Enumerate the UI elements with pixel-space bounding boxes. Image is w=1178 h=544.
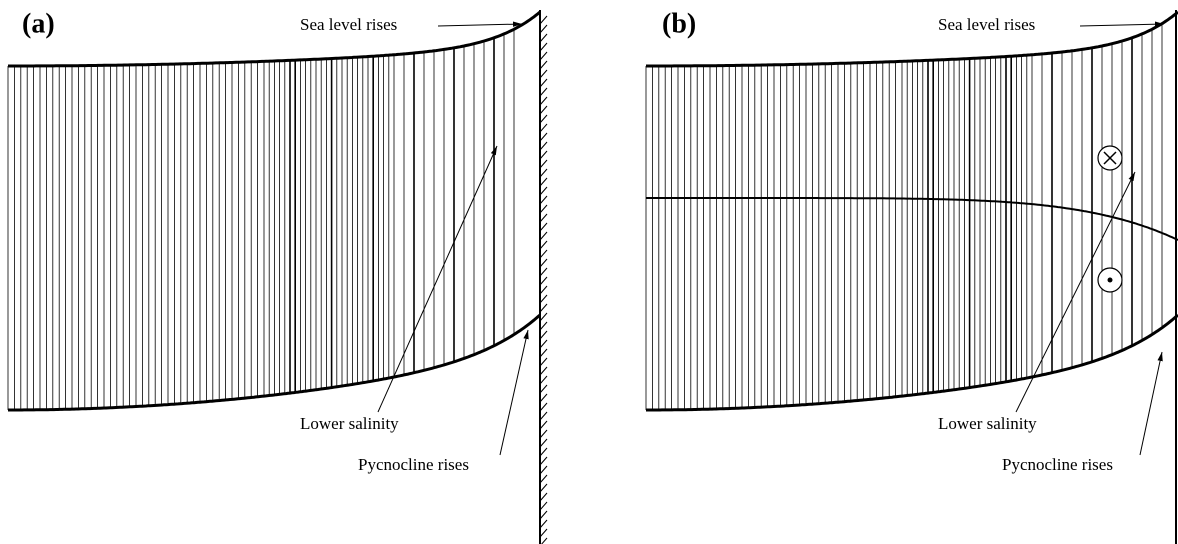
wall-hatch — [539, 132, 548, 142]
wall-hatch — [539, 51, 548, 61]
wall-hatch — [539, 60, 548, 70]
wall-hatch — [539, 204, 548, 214]
wall-hatch — [539, 420, 548, 430]
wall-hatch — [539, 321, 548, 331]
arrow — [377, 145, 498, 413]
wall-hatch — [539, 267, 548, 277]
wall-hatch — [539, 15, 548, 25]
wall-hatch — [539, 114, 548, 124]
wall-hatch — [539, 483, 548, 493]
wall-hatch — [539, 366, 548, 376]
wall-hatch — [539, 249, 548, 259]
wall-hatch — [539, 87, 548, 97]
into-page-cross — [1103, 151, 1117, 165]
wall-hatch — [539, 294, 548, 304]
wall-hatch — [539, 312, 548, 322]
wall-hatch — [539, 528, 548, 538]
wall-hatch — [539, 105, 548, 115]
drawing — [7, 10, 1178, 544]
arrow — [1139, 351, 1163, 456]
wall-hatch — [539, 357, 548, 367]
pycnocline — [646, 313, 1178, 412]
wall-hatch — [539, 222, 548, 232]
wall-hatch — [539, 69, 548, 79]
wall-hatch — [539, 33, 548, 43]
wall-hatch — [539, 159, 548, 169]
wall-hatch — [541, 537, 548, 544]
wall-hatch — [539, 330, 548, 340]
wall-hatch — [539, 123, 548, 133]
wall-hatch — [539, 168, 548, 178]
wall-hatch — [539, 141, 548, 151]
panel-label: (a) — [22, 8, 55, 39]
pycnocline — [8, 313, 541, 412]
wall-hatch — [539, 96, 548, 106]
wall-hatch — [539, 411, 548, 421]
pycnocline-label: Pycnocline rises — [1002, 455, 1113, 474]
wall-hatch — [539, 447, 548, 457]
arrow — [1079, 21, 1165, 27]
wall-hatch — [539, 303, 548, 313]
sea-level-label: Sea level rises — [300, 15, 397, 34]
arrow — [1015, 171, 1136, 413]
sea-surface — [8, 10, 541, 68]
wall-hatch — [539, 240, 548, 250]
wall-hatch — [539, 519, 548, 529]
out-page-dot — [1107, 277, 1113, 283]
wall-hatch — [539, 78, 548, 88]
wall-hatch — [539, 195, 548, 205]
arrow — [499, 329, 529, 456]
wall-hatch — [539, 231, 548, 241]
wall-hatch — [539, 501, 548, 511]
wall-hatch — [539, 456, 548, 466]
pycnocline-label: Pycnocline rises — [358, 455, 469, 474]
sea-surface — [646, 10, 1178, 68]
sea-level-label: Sea level rises — [938, 15, 1035, 34]
wall-hatch — [539, 393, 548, 403]
wall-hatch — [539, 213, 548, 223]
wall-hatch — [539, 492, 548, 502]
wall-hatch — [539, 339, 548, 349]
wall-hatch — [539, 285, 548, 295]
wall-hatch — [539, 276, 548, 286]
wall-hatch — [539, 438, 548, 448]
arrow — [437, 21, 523, 27]
wall-hatch — [539, 24, 548, 34]
wall-hatch — [539, 375, 548, 385]
wall-hatch — [539, 465, 548, 475]
wall-hatch — [539, 42, 548, 52]
panel-label: (b) — [662, 8, 696, 39]
salinity-label: Lower salinity — [300, 414, 399, 433]
wall-hatch — [539, 429, 548, 439]
wall-hatch — [539, 402, 548, 412]
wall-hatch — [539, 474, 548, 484]
wall-hatch — [539, 384, 548, 394]
salinity-label: Lower salinity — [938, 414, 1037, 433]
wall-hatch — [539, 186, 548, 196]
wall-hatch — [539, 510, 548, 520]
interface — [646, 197, 1178, 241]
wall-hatch — [539, 258, 548, 268]
wall-hatch — [539, 177, 548, 187]
wall-hatch — [539, 348, 548, 358]
wall-hatch — [539, 150, 548, 160]
